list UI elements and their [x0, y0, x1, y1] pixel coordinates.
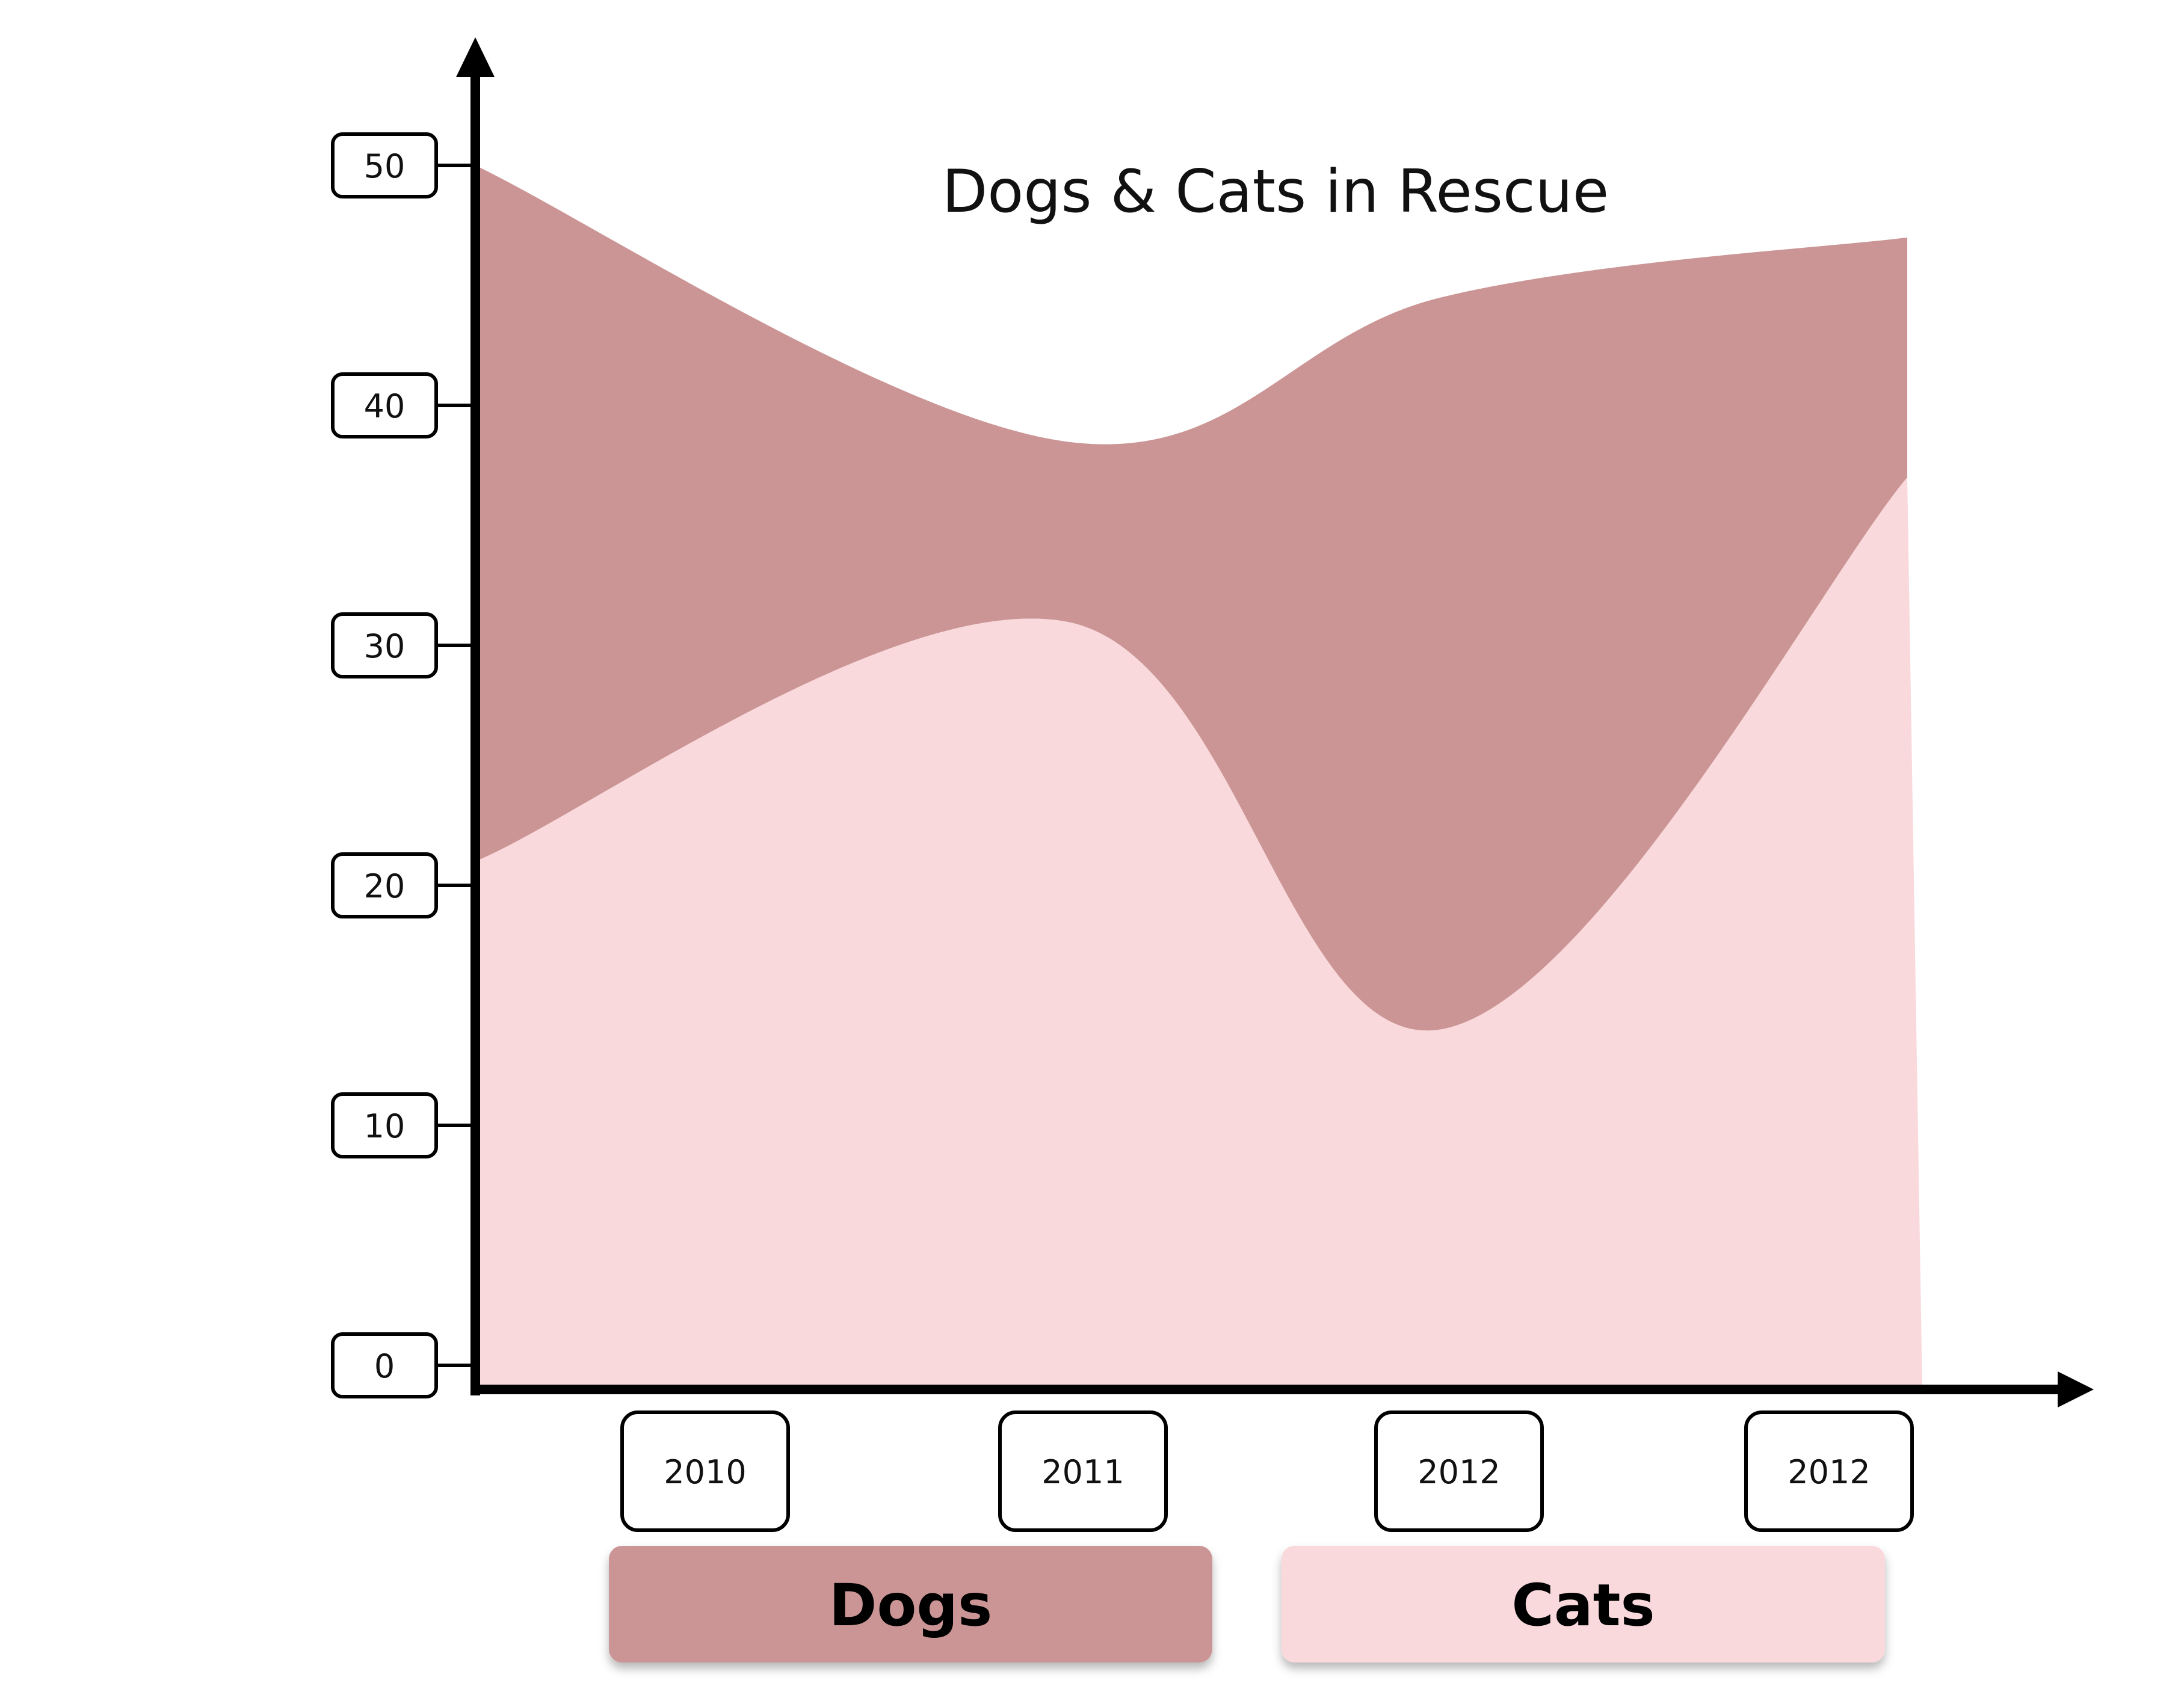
x-tick-2: 2012: [1374, 1410, 1544, 1532]
y-tick-label: 10: [364, 1107, 406, 1145]
chart-title: Dogs & Cats in Rescue: [942, 158, 1609, 226]
y-tick-30: 30: [331, 612, 475, 678]
legend-swatch: [1282, 1546, 1885, 1663]
x-tick-1: 2011: [998, 1410, 1168, 1532]
legend-label: Dogs: [829, 1572, 993, 1639]
area-series-dogs: [475, 165, 1907, 1031]
legend: Dogs Cats: [609, 1546, 1885, 1663]
y-tick-box: [331, 1092, 438, 1158]
y-tick-box: [331, 132, 438, 198]
y-tick-40: 40: [331, 372, 475, 438]
y-tick-20: 20: [331, 852, 475, 918]
x-tick-box: [1374, 1410, 1544, 1532]
legend-swatch: [609, 1546, 1212, 1663]
y-tick-box: [331, 372, 438, 438]
areas-layer: [475, 165, 1922, 1390]
area-series-cats: [475, 477, 1922, 1390]
x-tick-label: 2011: [1041, 1453, 1124, 1491]
y-axis-arrow: [456, 37, 495, 77]
y-tick-0: 0: [331, 1332, 475, 1398]
y-tick-label: 20: [364, 867, 406, 905]
x-tick-label: 2010: [664, 1453, 746, 1491]
y-tick-box: [331, 612, 438, 678]
x-axis-arrow: [2058, 1371, 2094, 1407]
y-tick-label: 40: [364, 387, 406, 425]
x-tick-3: 2012: [1744, 1410, 1914, 1532]
legend-item-cats: Cats: [1282, 1546, 1885, 1663]
x-tick-box: [1744, 1410, 1914, 1532]
axes-layer: [456, 37, 2094, 1407]
legend-label: Cats: [1511, 1572, 1655, 1639]
y-tick-label: 50: [364, 147, 406, 185]
y-tick-label: 30: [364, 627, 406, 665]
y-axis-ticks: 0 10 20 30 40 50: [331, 132, 475, 1398]
x-tick-0: 2010: [620, 1410, 790, 1532]
x-tick-box: [998, 1410, 1168, 1532]
y-tick-10: 10: [331, 1092, 475, 1158]
y-tick-box: [331, 852, 438, 918]
x-tick-label: 2012: [1788, 1453, 1870, 1491]
x-tick-label: 2012: [1417, 1453, 1500, 1491]
x-axis-ticks: 2010 2011 2012 2012: [620, 1410, 1914, 1532]
y-tick-box: [331, 1332, 438, 1398]
y-tick-50: 50: [331, 132, 475, 198]
y-tick-label: 0: [374, 1347, 395, 1385]
legend-item-dogs: Dogs: [609, 1546, 1212, 1663]
x-tick-box: [620, 1410, 790, 1532]
